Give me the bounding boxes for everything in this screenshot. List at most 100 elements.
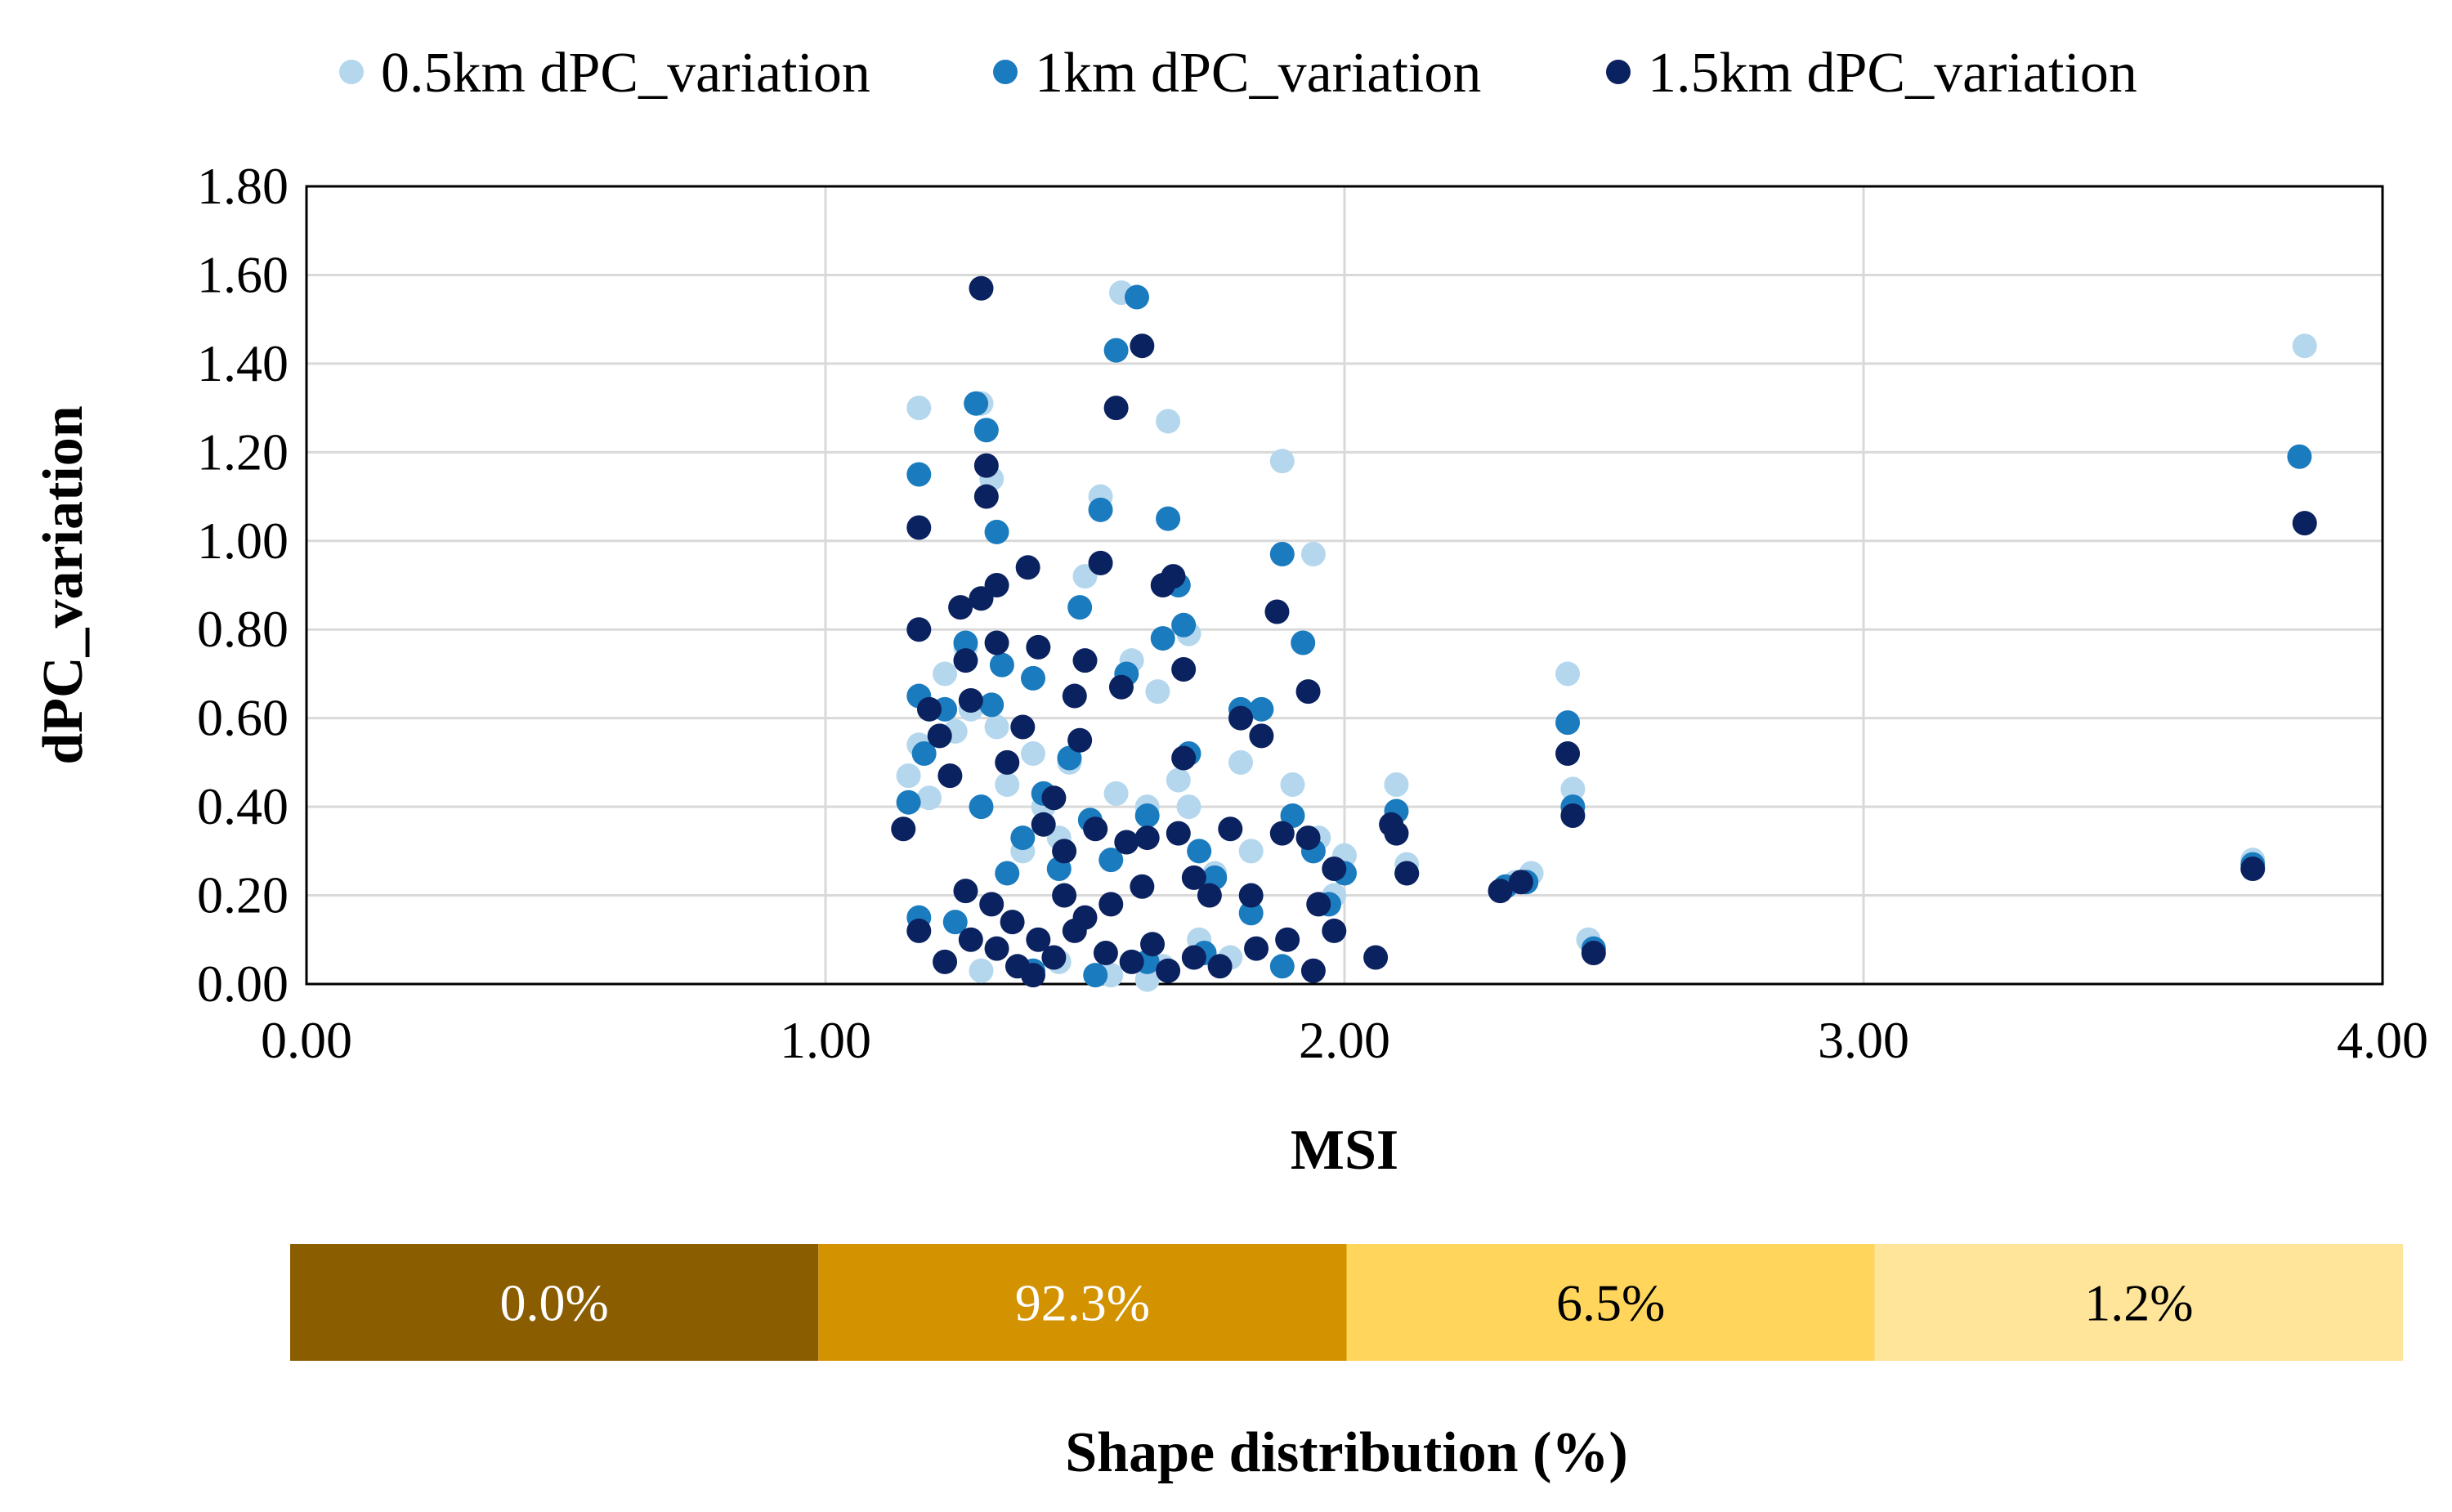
data-point [1010,825,1036,851]
data-point [1384,772,1409,797]
data-point [1026,927,1051,952]
data-point [896,763,921,789]
x-tick-label: 0.00 [261,1011,352,1069]
data-point [958,687,983,713]
data-point [1026,634,1051,660]
data-point [1134,825,1160,851]
data-point [1088,497,1113,522]
legend-marker [339,60,364,84]
data-point [2292,511,2317,536]
data-point [1067,727,1093,753]
data-point [1098,848,1124,873]
data-point [995,772,1020,797]
data-point [1171,745,1197,771]
scatter-points [891,275,2317,992]
data-point [995,749,1020,775]
data-point [1264,599,1290,624]
data-point [1269,821,1295,846]
legend-label: 1km dPC_variation [1035,42,1481,105]
data-point [1103,781,1129,806]
data-point [1000,910,1025,935]
data-point [1010,714,1036,740]
data-point [1015,555,1040,580]
data-point [969,958,994,983]
legend-label: 1.5km dPC_variation [1648,42,2137,105]
data-point [1130,333,1155,359]
data-point [1275,927,1300,952]
data-point [1238,901,1264,926]
data-point [984,714,1009,740]
data-point [1280,803,1305,828]
data-point [911,741,937,767]
data-point [1394,861,1420,886]
data-point [995,861,1020,886]
data-point [1072,905,1098,930]
data-point [1134,803,1160,828]
data-point [1560,803,1586,828]
shape-distribution-bar: 0.0% 92.3% 6.5% 1.2% [290,1244,2403,1361]
y-tick-label: 0.20 [197,866,289,924]
data-point [979,692,1005,718]
data-point [1041,785,1067,811]
data-point [1295,825,1321,851]
data-point [906,515,932,540]
data-point [2240,857,2266,882]
data-point [1114,830,1139,855]
data-point [973,418,999,443]
data-point [1228,749,1253,775]
data-point [1363,945,1389,970]
data-point [953,648,978,673]
data-point [1083,816,1108,842]
data-point [1181,865,1206,890]
x-axis-ticks: 0.00 1.00 2.00 3.00 4.00 [261,1011,2428,1069]
data-point [1176,794,1201,820]
x-tick-label: 2.00 [1299,1011,1390,1069]
data-point [1088,550,1113,575]
data-point [1145,679,1170,705]
data-point [1207,954,1233,979]
data-point [1560,776,1586,802]
data-point [927,723,952,749]
data-point [1072,648,1098,673]
plot-area-frame [305,185,2384,986]
data-point [1300,958,1326,983]
data-point [1021,665,1045,691]
data-point [1166,821,1191,846]
data-point [1031,812,1056,837]
series-2 [896,284,2312,988]
y-tick-label: 1.40 [197,334,289,392]
distribution-segment-label: 92.3% [1015,1274,1150,1332]
distribution-segment [1346,1244,1875,1361]
data-point [1125,284,1149,310]
y-tick-label: 1.20 [197,423,289,481]
y-tick-label: 0.00 [197,955,289,1013]
legend: 0.5km dPC_variation 1km dPC_variation 1.5k… [339,42,2137,105]
data-point [1187,839,1212,864]
data-point [1269,542,1295,567]
data-point [1166,767,1191,793]
data-point [891,816,916,842]
shape-distribution-title: Shape distribution (%) [1065,1421,1627,1484]
data-point [948,595,973,620]
data-point [1322,857,1347,882]
data-point [906,462,932,487]
y-tick-label: 1.80 [197,157,289,215]
data-point [973,484,999,509]
legend-item: 1.5km dPC_variation [1606,42,2137,105]
data-point [1488,879,1513,904]
legend-marker [1606,60,1631,84]
data-point [1295,679,1321,705]
data-point [1130,874,1155,899]
data-point [942,910,968,935]
data-point [1083,963,1108,988]
distribution-segment [290,1244,819,1361]
data-point [1119,949,1144,974]
distribution-segment [818,1244,1347,1361]
data-point [964,391,989,416]
data-point [958,927,983,952]
y-axis-title: dPC_variation [32,405,95,764]
data-point [1161,564,1186,589]
data-point [953,879,978,904]
series-1 [896,280,2317,992]
